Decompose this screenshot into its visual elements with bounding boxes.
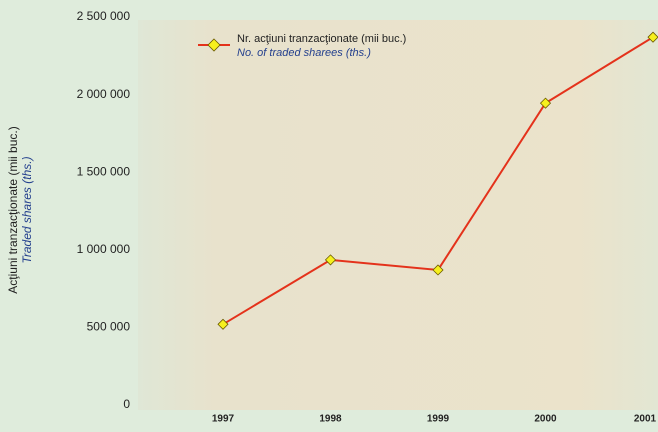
- x-tick-label: 1999: [427, 414, 450, 425]
- x-tick-label: 2000: [534, 414, 557, 425]
- y-tick-label: 2 500 000: [77, 9, 131, 23]
- x-tick-label: 1998: [319, 414, 342, 425]
- x-tick-label: 1997: [212, 414, 235, 425]
- y-tick-label: 500 000: [87, 320, 131, 334]
- chart: Acţiuni tranzacţionate (mii buc.) Traded…: [0, 0, 658, 432]
- plot-background: [138, 20, 658, 410]
- y-tick-label: 1 500 000: [77, 164, 131, 178]
- y-axis-title: Acţiuni tranzacţionate (mii buc.): [6, 126, 20, 293]
- x-tick-label: 2001: [634, 414, 657, 425]
- legend-label: Nr. acţiuni tranzacţionate (mii buc.): [237, 33, 406, 45]
- legend-label-en: No. of traded sharees (ths.): [237, 47, 371, 59]
- y-tick-label: 2 000 000: [77, 87, 131, 101]
- y-tick-label: 0: [123, 397, 130, 411]
- y-axis-title-en: Traded shares (ths.): [20, 156, 34, 263]
- y-tick-label: 1 000 000: [77, 242, 131, 256]
